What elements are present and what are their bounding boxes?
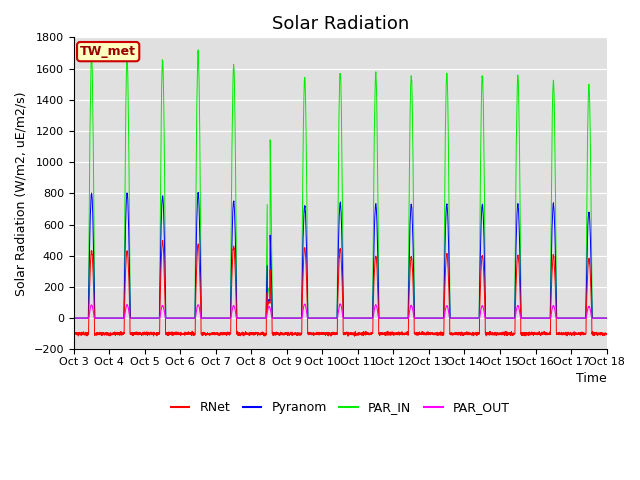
PAR_IN: [603, 315, 611, 321]
RNet: [70, 331, 77, 337]
Title: Solar Radiation: Solar Radiation: [271, 15, 409, 33]
PAR_IN: [195, 47, 202, 53]
Legend: RNet, Pyranom, PAR_IN, PAR_OUT: RNet, Pyranom, PAR_IN, PAR_OUT: [166, 396, 515, 419]
Pyranom: [603, 315, 611, 321]
RNet: [603, 332, 611, 337]
PAR_IN: [70, 315, 77, 321]
PAR_OUT: [490, 315, 497, 321]
Pyranom: [460, 315, 467, 321]
Pyranom: [321, 315, 328, 321]
RNet: [490, 331, 498, 337]
RNet: [321, 330, 328, 336]
PAR_IN: [460, 315, 467, 321]
Line: PAR_OUT: PAR_OUT: [74, 304, 607, 318]
PAR_OUT: [460, 315, 467, 321]
PAR_IN: [321, 315, 328, 321]
Line: Pyranom: Pyranom: [74, 192, 607, 318]
PAR_OUT: [602, 315, 610, 321]
PAR_IN: [430, 315, 438, 321]
PAR_OUT: [430, 315, 438, 321]
RNet: [159, 238, 166, 243]
RNet: [430, 332, 438, 337]
RNet: [602, 331, 610, 337]
PAR_IN: [166, 315, 173, 321]
Pyranom: [166, 315, 173, 321]
Pyranom: [70, 315, 77, 321]
Pyranom: [430, 315, 438, 321]
PAR_OUT: [320, 315, 328, 321]
PAR_IN: [602, 315, 610, 321]
PAR_IN: [490, 315, 497, 321]
Line: RNet: RNet: [74, 240, 607, 336]
Pyranom: [602, 315, 610, 321]
X-axis label: Time: Time: [576, 372, 607, 385]
PAR_OUT: [603, 315, 611, 321]
Text: TW_met: TW_met: [80, 45, 136, 58]
Y-axis label: Solar Radiation (W/m2, uE/m2/s): Solar Radiation (W/m2, uE/m2/s): [15, 91, 28, 296]
RNet: [460, 331, 467, 336]
RNet: [166, 329, 173, 335]
PAR_OUT: [70, 315, 77, 321]
Pyranom: [195, 190, 202, 195]
Pyranom: [490, 315, 497, 321]
PAR_OUT: [337, 301, 344, 307]
RNet: [351, 333, 358, 339]
PAR_OUT: [166, 315, 173, 321]
Line: PAR_IN: PAR_IN: [74, 50, 607, 318]
